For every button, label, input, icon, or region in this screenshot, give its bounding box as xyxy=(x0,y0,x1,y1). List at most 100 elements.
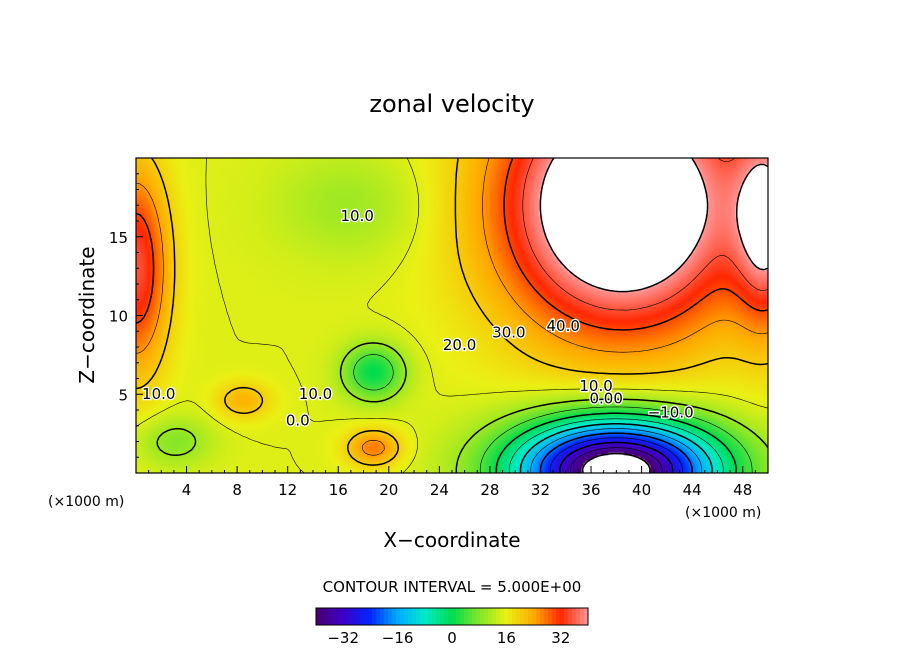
x-tick-label: 20 xyxy=(379,481,398,499)
colorbar-swatch xyxy=(580,608,585,625)
y-ticks: 5 10 15 xyxy=(109,173,143,458)
colorbar-tick-label: 16 xyxy=(497,629,516,647)
colorbar-swatch xyxy=(340,608,345,625)
x-tick-label: 4 xyxy=(182,481,192,499)
colorbar-swatch xyxy=(320,608,325,625)
colorbar-swatch xyxy=(548,608,553,625)
colorbar-swatch xyxy=(408,608,413,625)
colorbar-swatch xyxy=(328,608,333,625)
colorbar-swatch xyxy=(536,608,541,625)
heatmap-field xyxy=(136,158,768,473)
x-unit-left: (×1000 m) xyxy=(48,494,124,510)
colorbar-swatch xyxy=(412,608,417,625)
x-tick-label: 12 xyxy=(278,481,297,499)
colorbar-swatch xyxy=(344,608,349,625)
colorbar-swatch xyxy=(416,608,421,625)
colorbar-swatch xyxy=(480,608,485,625)
colorbar: −32 −16 0 16 32 xyxy=(315,607,589,647)
colorbar-frame xyxy=(315,607,589,626)
contour-label: 40.0 xyxy=(547,317,580,335)
colorbar-swatch xyxy=(512,608,517,625)
colorbar-swatch xyxy=(564,608,569,625)
colorbar-swatch xyxy=(376,608,381,625)
contour-level xyxy=(136,158,768,466)
colorbar-swatch xyxy=(352,608,357,625)
colorbar-swatch xyxy=(508,608,513,625)
colorbar-swatch xyxy=(552,608,557,625)
colorbar-swatch xyxy=(332,608,337,625)
y-axis-label: Z−coordinate xyxy=(75,246,99,383)
colorbar-swatch xyxy=(544,608,549,625)
colorbar-swatch xyxy=(560,608,565,625)
x-tick-label: 16 xyxy=(329,481,348,499)
plot-area: 10.030.0 40.020.010.00.00−10.010.0 10.00.0… xyxy=(109,157,769,499)
colorbar-swatch xyxy=(500,608,505,625)
x-tick-label: 8 xyxy=(232,481,242,499)
contour-label: −10.0 xyxy=(648,404,694,422)
colorbar-swatch xyxy=(364,608,369,625)
colorbar-swatch xyxy=(520,608,525,625)
colorbar-swatch xyxy=(316,608,321,625)
colorbar-swatch xyxy=(324,608,329,625)
contour-level xyxy=(549,437,683,473)
colorbar-swatch xyxy=(372,608,377,625)
x-tick-label: 32 xyxy=(531,481,550,499)
colorbar-swatch xyxy=(556,608,561,625)
colorbar-swatch xyxy=(488,608,493,625)
contour-level xyxy=(519,423,713,473)
colorbar-swatch xyxy=(424,608,429,625)
x-axis-label: X−coordinate xyxy=(383,528,520,552)
colorbar-swatch xyxy=(492,608,497,625)
contour-level xyxy=(156,342,768,473)
colorbar-swatch xyxy=(532,608,537,625)
colorbar-swatch xyxy=(396,608,401,625)
colorbar-swatch xyxy=(404,608,409,625)
colorbar-swatch xyxy=(436,608,441,625)
colorbar-swatch xyxy=(484,608,489,625)
contour-label: 20.0 xyxy=(443,336,476,354)
colorbar-swatch xyxy=(336,608,341,625)
contour-label: 0.0 xyxy=(286,412,310,430)
colorbar-swatch xyxy=(456,608,461,625)
contour-level xyxy=(136,158,768,473)
contour-level xyxy=(353,354,753,473)
colorbar-swatch xyxy=(468,608,473,625)
x-unit-right: (×1000 m) xyxy=(685,505,761,521)
contour-label: 30.0 xyxy=(492,323,525,341)
x-tick-label: 40 xyxy=(632,481,651,499)
colorbar-tick-label: 32 xyxy=(551,629,570,647)
x-tick-label: 48 xyxy=(733,481,752,499)
contour-level xyxy=(570,447,663,473)
colorbar-swatch xyxy=(528,608,533,625)
contour-level xyxy=(530,428,703,473)
colorbar-swatch xyxy=(440,608,445,625)
colorbar-swatch xyxy=(584,608,589,625)
colorbar-swatch xyxy=(444,608,449,625)
contour-level xyxy=(495,412,737,473)
colorbar-tick-label: −16 xyxy=(382,629,414,647)
colorbar-swatch xyxy=(496,608,501,625)
colorbar-swatch xyxy=(464,608,469,625)
colorbar-swatch xyxy=(472,608,477,625)
colorbar-swatch xyxy=(576,608,581,625)
contour-interval-text: CONTOUR INTERVAL = 5.000E+00 xyxy=(323,578,582,596)
colorbar-swatch xyxy=(516,608,521,625)
x-tick-label: 24 xyxy=(430,481,449,499)
colorbar-tick-label: 0 xyxy=(447,629,457,647)
colorbar-swatch xyxy=(452,608,457,625)
contour-label: 10.0 xyxy=(142,385,175,403)
x-ticks: 4 8 12 16 20 24 28 32 36 40 44 48 xyxy=(148,466,756,499)
colorbar-tick-label: −32 xyxy=(327,629,359,647)
contour-label: 10.0 xyxy=(340,207,373,225)
colorbar-swatch xyxy=(432,608,437,625)
colorbar-swatch xyxy=(568,608,573,625)
colorbar-swatch xyxy=(380,608,385,625)
colorbar-swatch xyxy=(360,608,365,625)
colorbar-ticks: −32 −16 0 16 32 xyxy=(327,629,570,647)
colorbar-swatch xyxy=(368,608,373,625)
y-tick-label: 15 xyxy=(109,229,128,247)
colorbar-swatch xyxy=(540,608,545,625)
contour-level xyxy=(539,158,768,293)
colorbar-swatch xyxy=(524,608,529,625)
